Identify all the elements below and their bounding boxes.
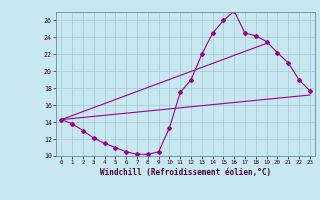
X-axis label: Windchill (Refroidissement éolien,°C): Windchill (Refroidissement éolien,°C) [100,168,271,177]
